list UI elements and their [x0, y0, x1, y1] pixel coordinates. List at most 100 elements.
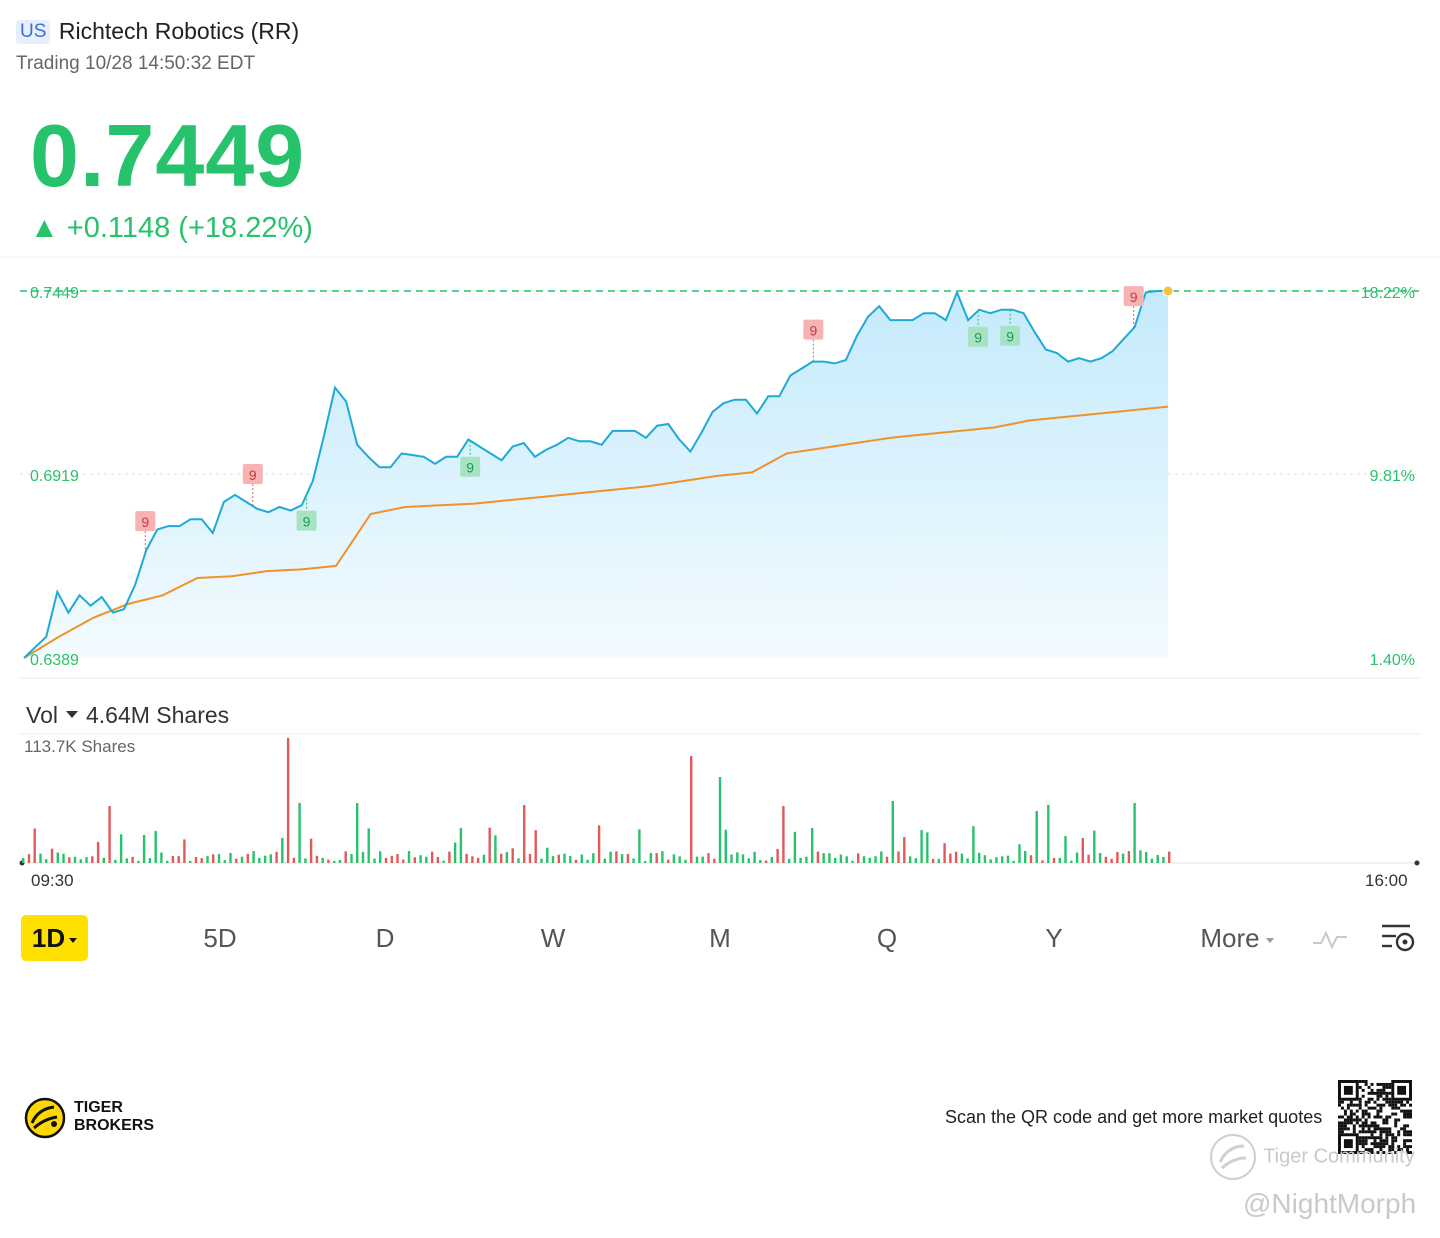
volume-bar	[459, 828, 463, 863]
buy-signal-marker[interactable]: 9	[968, 310, 989, 347]
qr-finder-pattern	[1343, 1085, 1353, 1095]
y-label-left-top: 0.7449	[30, 285, 79, 302]
volume-bar	[655, 853, 658, 863]
sell-signal-marker[interactable]: 9	[135, 511, 156, 554]
volume-bar	[240, 856, 244, 863]
volume-bar	[563, 853, 566, 863]
volume-header[interactable]: Vol 4.64M Shares	[26, 702, 229, 729]
price-change: ▲ +0.1148 (+18.22%)	[30, 212, 313, 244]
sell-signal-marker[interactable]: 9	[1123, 286, 1144, 329]
volume-bar	[1110, 858, 1113, 863]
buy-signal-marker[interactable]: 9	[460, 440, 481, 477]
volume-bar	[171, 855, 175, 863]
volume-bar	[811, 828, 814, 863]
volume-bar	[834, 858, 837, 863]
chevron-down-icon	[65, 711, 78, 719]
volume-bar	[108, 806, 111, 863]
volume-bar	[263, 855, 267, 863]
indicator-icon[interactable]	[1311, 925, 1349, 951]
volume-bar	[1156, 855, 1159, 863]
signal-marker-label: 9	[974, 330, 982, 346]
volume-bar	[943, 843, 946, 863]
stock-header: US Richtech Robotics (RR)	[16, 18, 299, 45]
volume-bar	[868, 857, 871, 863]
volume-bar	[1087, 854, 1090, 863]
volume-bar	[586, 859, 589, 863]
tab-5d[interactable]: 5D	[203, 923, 237, 953]
stock-name[interactable]: Richtech Robotics (RR)	[58, 18, 300, 44]
qr-finder-pattern	[1343, 1139, 1353, 1149]
x-label-open: 09:30	[31, 871, 74, 890]
volume-bar	[597, 825, 601, 863]
tab-y[interactable]: Y	[1045, 923, 1063, 953]
tab-1d[interactable]: 1D	[21, 915, 88, 961]
signal-marker-label: 9	[141, 514, 149, 530]
signal-marker-label: 9	[466, 460, 474, 476]
community-watermark-icon	[1210, 1134, 1256, 1180]
volume-bar	[891, 801, 894, 863]
volume-bar	[978, 852, 981, 863]
volume-bar	[298, 803, 301, 863]
volume-bar	[62, 853, 65, 863]
volume-bar	[1162, 856, 1165, 863]
volume-bar	[511, 848, 514, 863]
buy-signal-marker[interactable]: 9	[1000, 309, 1021, 346]
volume-bar	[131, 856, 134, 863]
intraday-chart[interactable]: 9 9 9 9 9 9 9 9 0.7449 0.6919 0.6389 18.22% 9.8…	[0, 255, 1440, 875]
tab-w[interactable]: W	[540, 923, 566, 953]
sell-signal-marker[interactable]: 9	[803, 319, 824, 362]
volume-bar	[304, 858, 307, 863]
sell-signal-marker[interactable]: 9	[242, 464, 263, 507]
volume-bar	[1029, 855, 1033, 863]
volume-bar	[603, 858, 606, 863]
tab-q[interactable]: Q	[876, 923, 898, 953]
volume-bar	[448, 851, 451, 863]
volume-bar	[903, 837, 906, 863]
buy-signal-marker[interactable]: 9	[296, 494, 317, 531]
volume-bar	[33, 828, 36, 863]
volume-bar	[770, 856, 773, 863]
caret-down-icon	[1265, 937, 1274, 943]
volume-bar	[1047, 805, 1050, 863]
volume-bar	[425, 856, 428, 863]
period-tabs: 1D 5D D W M Q Y More	[0, 912, 1440, 964]
volume-bar	[1133, 803, 1136, 863]
volume-bar	[736, 852, 739, 863]
volume-bar	[937, 858, 940, 863]
volume-bar	[1035, 811, 1038, 863]
volume-bar	[407, 851, 411, 863]
tab-m[interactable]: M	[709, 923, 731, 953]
volume-bar	[569, 856, 572, 863]
tab-d[interactable]: D	[375, 923, 395, 953]
volume-bar	[557, 854, 560, 863]
tab-more-label: More	[1200, 923, 1260, 953]
volume-bar	[27, 854, 31, 863]
volume-bar	[857, 853, 860, 863]
last-price: 0.7449	[30, 106, 306, 205]
volume-bar	[701, 856, 704, 863]
market-badge: US	[16, 19, 51, 44]
volume-bar	[707, 853, 710, 863]
tiger-logo	[24, 1097, 66, 1139]
tab-more[interactable]: More	[1192, 912, 1282, 960]
y-label-left-bottom: 0.6389	[30, 652, 79, 669]
volume-selector[interactable]: Vol	[26, 702, 58, 728]
volume-bar	[1104, 856, 1108, 863]
volume-bar	[1145, 852, 1148, 863]
chart-settings-icon[interactable]	[1380, 922, 1416, 956]
volume-bar	[782, 806, 785, 863]
average-price-line	[23, 405, 1169, 659]
volume-bar	[667, 859, 670, 863]
volume-bar	[229, 853, 232, 863]
watermark-community-text: Tiger Community	[1263, 1145, 1415, 1168]
volume-bar	[690, 756, 693, 863]
volume-bar	[862, 856, 866, 863]
volume-bar	[995, 857, 998, 863]
volume-bar	[85, 857, 88, 863]
volume-bar	[142, 835, 146, 863]
volume-bar	[972, 826, 975, 863]
volume-bar	[574, 859, 578, 863]
volume-bar	[799, 857, 802, 863]
volume-bar	[1012, 860, 1015, 863]
volume-bar	[356, 803, 359, 863]
